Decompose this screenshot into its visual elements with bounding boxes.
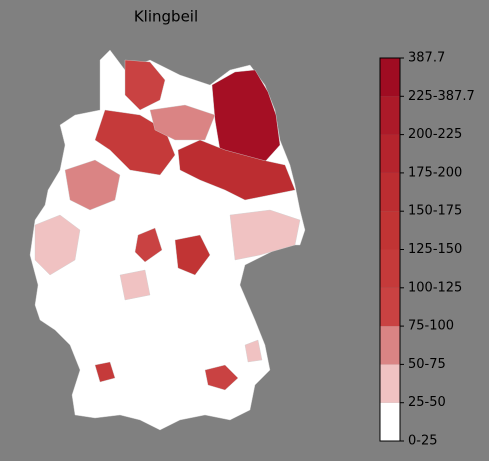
colorbar-label: 75-100 <box>408 319 454 334</box>
region-ne <box>211 69 281 166</box>
colorbar-segment <box>380 249 400 288</box>
colorbar-segment <box>380 326 400 365</box>
colorbar-segment <box>380 134 400 173</box>
region-light-se <box>244 339 263 363</box>
colorbar: 0-25 25-50 50-75 75-100 100-125 125-150 150-17… <box>380 51 475 449</box>
region-light-c <box>229 209 301 261</box>
colorbar-segment <box>380 96 400 135</box>
region-light-s <box>119 269 151 301</box>
colorbar-segment <box>380 402 400 441</box>
colorbar-label: 50-75 <box>408 357 446 372</box>
region-hessen <box>134 227 163 263</box>
colorbar-label: 175-200 <box>408 165 462 180</box>
germany-map <box>29 49 306 431</box>
region-north <box>124 59 166 111</box>
colorbar-segment <box>380 287 400 327</box>
colorbar-segment <box>380 364 400 403</box>
colorbar-frame <box>379 57 401 442</box>
colorbar-label: 200-225 <box>408 127 462 142</box>
colorbar-label: 125-150 <box>408 242 462 257</box>
colorbar-segment <box>380 58 400 97</box>
region-bw <box>94 361 116 383</box>
region-brandenburg <box>177 139 296 201</box>
region-light-w <box>34 214 81 276</box>
colorbar-label: 100-125 <box>408 280 462 295</box>
colorbar-segment <box>380 211 400 250</box>
colorbar-label: 387.7 <box>408 51 445 66</box>
colorbar-segment <box>380 172 400 212</box>
region-west <box>64 159 121 211</box>
region-central <box>174 234 211 276</box>
colorbar-label: 25-50 <box>408 395 446 410</box>
region-bav <box>204 364 239 391</box>
region-pink-n <box>149 104 216 141</box>
map-title: Klingbeil <box>134 8 198 26</box>
colorbar-label: 225-387.7 <box>408 89 475 104</box>
colorbar-label: 0-25 <box>408 434 438 449</box>
colorbar-label: 150-175 <box>408 204 462 219</box>
